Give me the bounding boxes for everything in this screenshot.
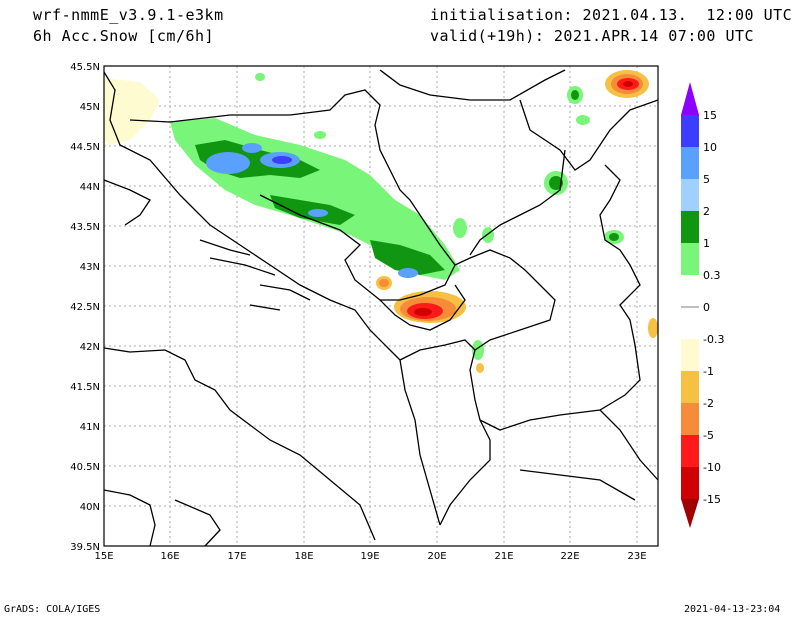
- colorbar-label: -1: [703, 365, 714, 378]
- lat-label: 41.5N: [70, 382, 100, 393]
- init-time: initialisation: 2021.04.13. 12:00 UTC: [430, 6, 793, 24]
- snow-loss-fields: [104, 70, 658, 373]
- colorbar-label: 0.3: [703, 269, 721, 282]
- lon-label: 17E: [227, 551, 246, 562]
- lat-label: 39.5N: [70, 542, 100, 553]
- colorbar-segment: [681, 147, 699, 179]
- lon-label: 15E: [94, 551, 113, 562]
- colorbar-label: -5: [703, 429, 714, 442]
- colorbar-label: -10: [703, 461, 721, 474]
- lat-label: 42N: [80, 342, 100, 353]
- colorbar-segment: [681, 339, 699, 371]
- colorbar-segment: [681, 467, 699, 499]
- colorbar-segment: [681, 275, 699, 307]
- footer-timestamp: 2021-04-13-23:04: [684, 604, 781, 615]
- lat-label: 44N: [80, 182, 100, 193]
- map-area: [103, 65, 659, 547]
- lon-label: 20E: [427, 551, 446, 562]
- valid-time: valid(+19h): 2021.APR.14 07:00 UTC: [430, 27, 755, 45]
- colorbar-segment: [681, 179, 699, 211]
- snowfall-fields: [170, 73, 624, 360]
- lon-label: 18E: [294, 551, 313, 562]
- colorbar-label: 2: [703, 205, 710, 218]
- colorbar-labels: 15 10 5 2 1 0.3 0 -0.3 -1 -2 -5 -10 -15: [703, 109, 724, 506]
- lat-label: 43.5N: [70, 222, 100, 233]
- lon-label: 19E: [360, 551, 379, 562]
- lon-label: 16E: [160, 551, 179, 562]
- lon-label: 21E: [494, 551, 513, 562]
- lat-label: 45.5N: [70, 62, 100, 73]
- lat-label: 44.5N: [70, 142, 100, 153]
- colorbar-segment: [681, 115, 699, 147]
- colorbar-label: 1: [703, 237, 710, 250]
- longitude-labels: 15E 16E 17E 18E 19E 20E 21E 22E 23E: [94, 551, 646, 562]
- footer-credit: GrADS: COLA/IGES: [4, 604, 101, 615]
- colorbar-segment: [681, 307, 699, 339]
- colorbar-top-arrow: [681, 82, 699, 115]
- colorbar-label: 10: [703, 141, 717, 154]
- lat-label: 40N: [80, 502, 100, 513]
- lat-label: 42.5N: [70, 302, 100, 313]
- colorbar: [681, 82, 699, 528]
- colorbar-label: -0.3: [703, 333, 724, 346]
- colorbar-segment: [681, 243, 699, 275]
- lat-label: 40.5N: [70, 462, 100, 473]
- colorbar-segment: [681, 371, 699, 403]
- lon-label: 22E: [560, 551, 579, 562]
- lat-label: 45N: [80, 102, 100, 113]
- colorbar-label: -2: [703, 397, 714, 410]
- colorbar-segment: [681, 435, 699, 467]
- coastlines-and-borders: [103, 69, 659, 547]
- map-frame: [103, 65, 659, 547]
- colorbar-bottom-arrow: [681, 499, 699, 528]
- model-title: wrf-nmmE_v3.9.1-e3km: [33, 6, 224, 24]
- colorbar-segment: [681, 403, 699, 435]
- lon-label: 23E: [627, 551, 646, 562]
- colorbar-label: 5: [703, 173, 710, 186]
- colorbar-label: 15: [703, 109, 717, 122]
- colorbar-segment: [681, 211, 699, 243]
- field-title: 6h Acc.Snow [cm/6h]: [33, 27, 215, 45]
- lat-label: 43N: [80, 262, 100, 273]
- colorbar-label: -15: [703, 493, 721, 506]
- colorbar-label: 0: [703, 301, 710, 314]
- latitude-labels: 45.5N 45N 44.5N 44N 43.5N 43N 42.5N 42N …: [70, 62, 100, 553]
- lat-label: 41N: [80, 422, 100, 433]
